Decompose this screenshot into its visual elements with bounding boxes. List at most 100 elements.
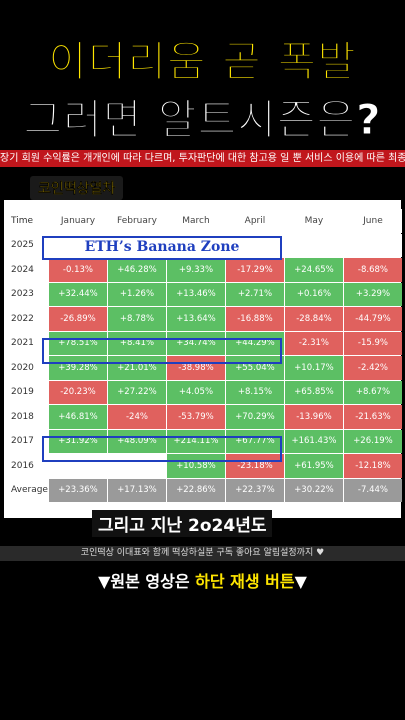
highlight-label: ETH’s Banana Zone bbox=[42, 236, 282, 260]
cell: +22.37% bbox=[225, 478, 284, 502]
row-highlight bbox=[42, 338, 282, 364]
header-cell: April bbox=[225, 209, 284, 233]
cell: +1.26% bbox=[107, 282, 166, 306]
row-label: Average bbox=[11, 485, 48, 496]
cell: -7.44% bbox=[343, 478, 402, 502]
row-label: 2017 bbox=[11, 436, 34, 447]
cell: -53.79% bbox=[166, 405, 225, 429]
header-row: Time January February March April May June bbox=[7, 209, 402, 233]
cell: +46.81% bbox=[48, 405, 107, 429]
title: 이더리움 곧 폭발 bbox=[48, 37, 357, 87]
cell: +44.29% bbox=[225, 331, 284, 355]
cell: -21.63% bbox=[343, 405, 402, 429]
cell: -38.98% bbox=[166, 356, 225, 380]
cell: +4.05% bbox=[166, 380, 225, 404]
cell: +34.74% bbox=[166, 331, 225, 355]
cell: +70.29% bbox=[225, 405, 284, 429]
cell: +31.92% bbox=[48, 429, 107, 453]
cell: +32.44% bbox=[48, 282, 107, 306]
cell: -2.42% bbox=[343, 356, 402, 380]
header-cell: March bbox=[166, 209, 225, 233]
cell: +48.09% bbox=[107, 429, 166, 453]
cell: -20.23% bbox=[48, 380, 107, 404]
cell: +0.16% bbox=[284, 282, 343, 306]
cell: +24.65% bbox=[284, 258, 343, 282]
cell: +46.28% bbox=[107, 258, 166, 282]
ticker: 장기 회원 수익률은 개개인에 따라 다르며, 투자판단에 대한 참고용 일 뿐… bbox=[0, 150, 405, 167]
table-row: 2022 -26.89% +8.78% +13.64% -16.88% -28.84% -4… bbox=[7, 307, 402, 331]
cell: +17.13% bbox=[107, 478, 166, 502]
cell: -28.84% bbox=[284, 307, 343, 331]
cell: -15.9% bbox=[343, 331, 402, 355]
cell: -2.31% bbox=[284, 331, 343, 355]
table-row: 2017 +31.92% +48.09% +214.11% +67.77% +161.43… bbox=[7, 429, 402, 453]
cell: -12.18% bbox=[343, 454, 402, 478]
caption: 그리고 지난 2o24년도 bbox=[92, 510, 273, 537]
table-row: 2016 +10.58% -23.18% +61.95% -12.18% bbox=[7, 454, 402, 478]
header-cell: June bbox=[343, 209, 402, 233]
cell: +61.95% bbox=[284, 454, 343, 478]
table-row: 2019 -20.23% +27.22% +4.05% +8.15% +65.85% +8.… bbox=[7, 380, 402, 404]
bottom-text: ▼원본 영상은 하단 재생 버튼▼ bbox=[0, 568, 405, 592]
table-row: Average +23.36% +17.13% +22.86% +22.37% +30.2… bbox=[7, 478, 402, 502]
cell: +8.15% bbox=[225, 380, 284, 404]
cell: +78.51% bbox=[48, 331, 107, 355]
cell: +26.19% bbox=[343, 429, 402, 453]
cell: +27.22% bbox=[107, 380, 166, 404]
cell: +2.71% bbox=[225, 282, 284, 306]
logo: 코인떡상열차 bbox=[30, 176, 124, 200]
cell: -0.13% bbox=[48, 258, 107, 282]
cell: +30.22% bbox=[284, 478, 343, 502]
row-label: 2022 bbox=[11, 313, 34, 324]
cell: -26.89% bbox=[48, 307, 107, 331]
cell: +21.01% bbox=[107, 356, 166, 380]
row-label: 2016 bbox=[11, 460, 34, 471]
cell: +8.67% bbox=[343, 380, 402, 404]
row-label: 2021 bbox=[11, 338, 34, 349]
cell: +214.11% bbox=[166, 429, 225, 453]
cell: +8.41% bbox=[107, 331, 166, 355]
title: 그러면 알트시즌은? bbox=[23, 95, 382, 145]
cell: +10.58% bbox=[166, 454, 225, 478]
cell: -13.96% bbox=[284, 405, 343, 429]
header-cell: February bbox=[107, 209, 166, 233]
cell: +3.29% bbox=[343, 282, 402, 306]
cell: +55.04% bbox=[225, 356, 284, 380]
cell: +9.33% bbox=[166, 258, 225, 282]
row-label: 2024 bbox=[11, 264, 34, 275]
cell: +8.78% bbox=[107, 307, 166, 331]
cell: +161.43% bbox=[284, 429, 343, 453]
table-row: 2018 +46.81% -24% -53.79% +70.29% -13.96% -21.… bbox=[7, 405, 402, 429]
subtitle: 코인떡상 이대표와 함께 떡상하실분 구독 좋아요 알림설정까지 ♥ bbox=[0, 546, 405, 561]
row-label: 2020 bbox=[11, 362, 34, 373]
cell: +13.46% bbox=[166, 282, 225, 306]
cell: +67.77% bbox=[225, 429, 284, 453]
cell: +22.86% bbox=[166, 478, 225, 502]
cell: +10.17% bbox=[284, 356, 343, 380]
row-highlight bbox=[42, 436, 282, 462]
bottom-part: ▼원본 영상은 bbox=[98, 572, 196, 591]
cell: -17.29% bbox=[225, 258, 284, 282]
cell: +23.36% bbox=[48, 478, 107, 502]
cell: -24% bbox=[107, 405, 166, 429]
table-row: 2024 -0.13% +46.28% +9.33% -17.29% +24.65% -8.… bbox=[7, 258, 402, 282]
bottom-part: 하단 재생 버튼 bbox=[195, 572, 295, 591]
row-label: 2018 bbox=[11, 411, 34, 422]
header-cell: Time bbox=[11, 215, 34, 226]
cell: -23.18% bbox=[225, 454, 284, 478]
header-cell: May bbox=[284, 209, 343, 233]
row-label: 2025 bbox=[11, 240, 34, 251]
header-cell: January bbox=[48, 209, 107, 233]
row-label: 2019 bbox=[11, 387, 34, 398]
cell bbox=[107, 454, 166, 478]
returns-table: Time January February March April May June 2025… bbox=[6, 208, 403, 503]
cell: +65.85% bbox=[284, 380, 343, 404]
bottom-part: ▼ bbox=[294, 572, 307, 591]
table-row: 2020 +39.28% +21.01% -38.98% +55.04% +10.17% -… bbox=[7, 356, 402, 380]
cell bbox=[284, 233, 343, 257]
cell bbox=[343, 233, 402, 257]
cell: -16.88% bbox=[225, 307, 284, 331]
table-row: 2023 +32.44% +1.26% +13.46% +2.71% +0.16% +3.2… bbox=[7, 282, 402, 306]
cell: -8.68% bbox=[343, 258, 402, 282]
